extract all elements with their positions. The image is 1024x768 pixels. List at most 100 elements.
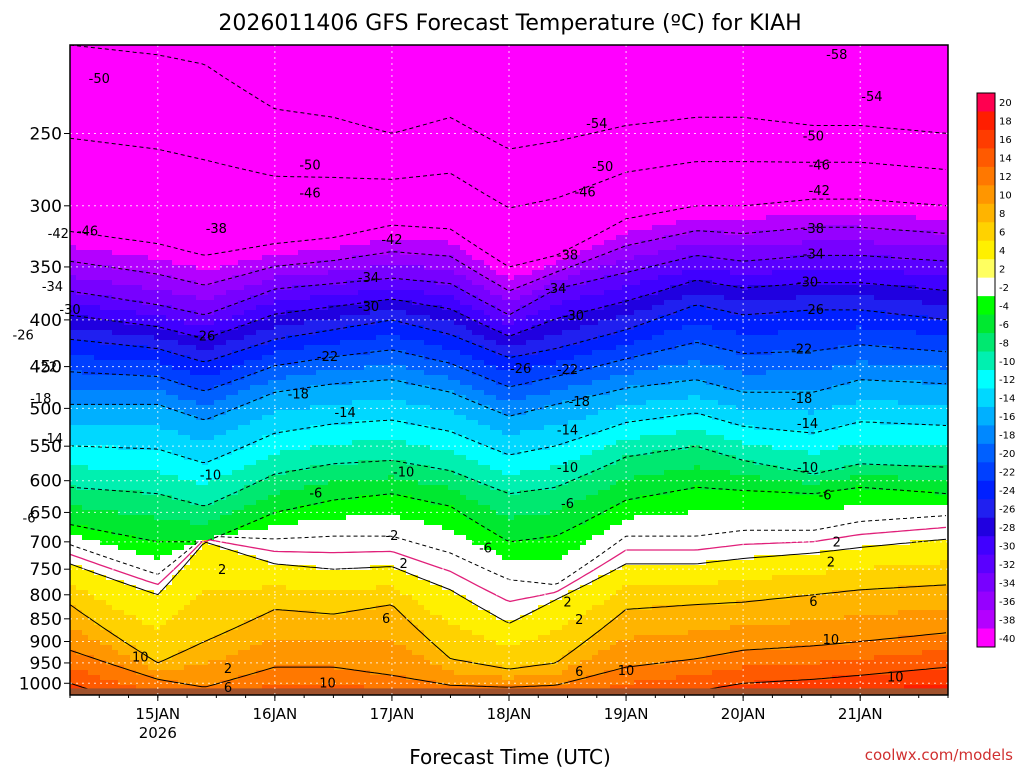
temperature-band (814, 330, 821, 351)
temperature-band (172, 295, 179, 311)
temperature-band (232, 365, 239, 381)
temperature-band (844, 425, 851, 446)
temperature-band (586, 295, 593, 311)
temperature-band (916, 670, 923, 686)
temperature-band (130, 470, 137, 491)
temperature-band (334, 45, 341, 251)
temperature-band (682, 515, 689, 566)
temperature-band (364, 340, 371, 356)
temperature-band (412, 290, 419, 306)
temperature-band (280, 290, 287, 301)
temperature-band (310, 485, 317, 506)
temperature-band (790, 430, 797, 451)
temperature-band (544, 665, 551, 676)
temperature-band (460, 370, 467, 386)
temperature-band (640, 385, 647, 406)
temperature-band (292, 665, 299, 686)
temperature-band (496, 310, 503, 321)
credit-link[interactable]: coolwx.com/models (865, 746, 1013, 764)
temperature-band (292, 430, 299, 451)
temperature-band (106, 295, 113, 311)
temperature-band (292, 375, 299, 391)
temperature-band (388, 475, 395, 496)
temperature-band (256, 520, 263, 531)
temperature-band (280, 510, 287, 526)
temperature-band (748, 275, 755, 286)
temperature-band (628, 440, 635, 456)
temperature-band (304, 640, 311, 666)
temperature-band (286, 470, 293, 491)
temperature-band (820, 450, 827, 471)
temperature-band (160, 330, 167, 341)
temperature-band (340, 270, 347, 286)
temperature-band (202, 270, 209, 286)
temperature-band (214, 635, 221, 661)
temperature-band (508, 335, 515, 346)
temperature-band (856, 360, 863, 381)
temperature-band (946, 585, 948, 611)
temperature-band (466, 675, 473, 686)
temperature-band (880, 675, 887, 691)
temperature-band (922, 230, 929, 246)
temperature-band (136, 360, 143, 376)
temperature-band (370, 495, 377, 516)
temperature-band (220, 475, 227, 501)
temperature-band (826, 450, 833, 471)
temperature-band (262, 330, 269, 346)
temperature-band (892, 350, 899, 366)
temperature-band (136, 540, 143, 556)
temperature-band (412, 425, 419, 446)
temperature-band (586, 355, 593, 371)
colorbar-swatch (977, 517, 995, 537)
temperature-band (874, 445, 881, 466)
temperature-band (424, 45, 431, 241)
temperature-band (886, 545, 893, 566)
temperature-band (532, 430, 539, 451)
temperature-band (220, 635, 227, 661)
temperature-band (100, 470, 107, 491)
temperature-band (598, 450, 605, 471)
temperature-band (82, 355, 89, 376)
temperature-band (376, 640, 383, 676)
temperature-band (910, 300, 917, 316)
temperature-band (412, 465, 419, 481)
temperature-band (220, 590, 227, 636)
temperature-band (490, 365, 497, 381)
temperature-band (304, 375, 311, 391)
temperature-band (226, 45, 233, 266)
temperature-band (640, 585, 647, 611)
temperature-band (376, 495, 383, 516)
temperature-band (628, 245, 635, 261)
temperature-band (220, 45, 227, 266)
temperature-band (844, 45, 851, 216)
temperature-band (364, 255, 371, 271)
temperature-band (712, 670, 719, 691)
temperature-band (202, 390, 209, 406)
temperature-band (250, 310, 257, 321)
temperature-band (256, 560, 263, 591)
temperature-band (538, 560, 545, 606)
temperature-band (502, 455, 509, 476)
temperature-band (154, 405, 161, 426)
temperature-band (148, 275, 155, 291)
temperature-band (610, 45, 617, 241)
temperature-band (808, 310, 815, 331)
temperature-band (676, 345, 683, 366)
temperature-band (292, 470, 299, 491)
temperature-band (520, 665, 527, 676)
contour-label: -14 (557, 424, 578, 439)
temperature-band (388, 420, 395, 441)
temperature-band (454, 490, 461, 511)
temperature-band (844, 590, 851, 616)
temperature-band (778, 650, 785, 666)
temperature-band (466, 660, 473, 676)
y-tick-label: 300 (30, 197, 62, 217)
temperature-band (172, 370, 179, 381)
temperature-band (358, 460, 365, 481)
temperature-band (442, 430, 449, 451)
temperature-band (418, 315, 425, 326)
temperature-band (928, 445, 935, 466)
temperature-band (640, 420, 647, 436)
temperature-band (754, 625, 761, 651)
temperature-band (892, 590, 899, 616)
